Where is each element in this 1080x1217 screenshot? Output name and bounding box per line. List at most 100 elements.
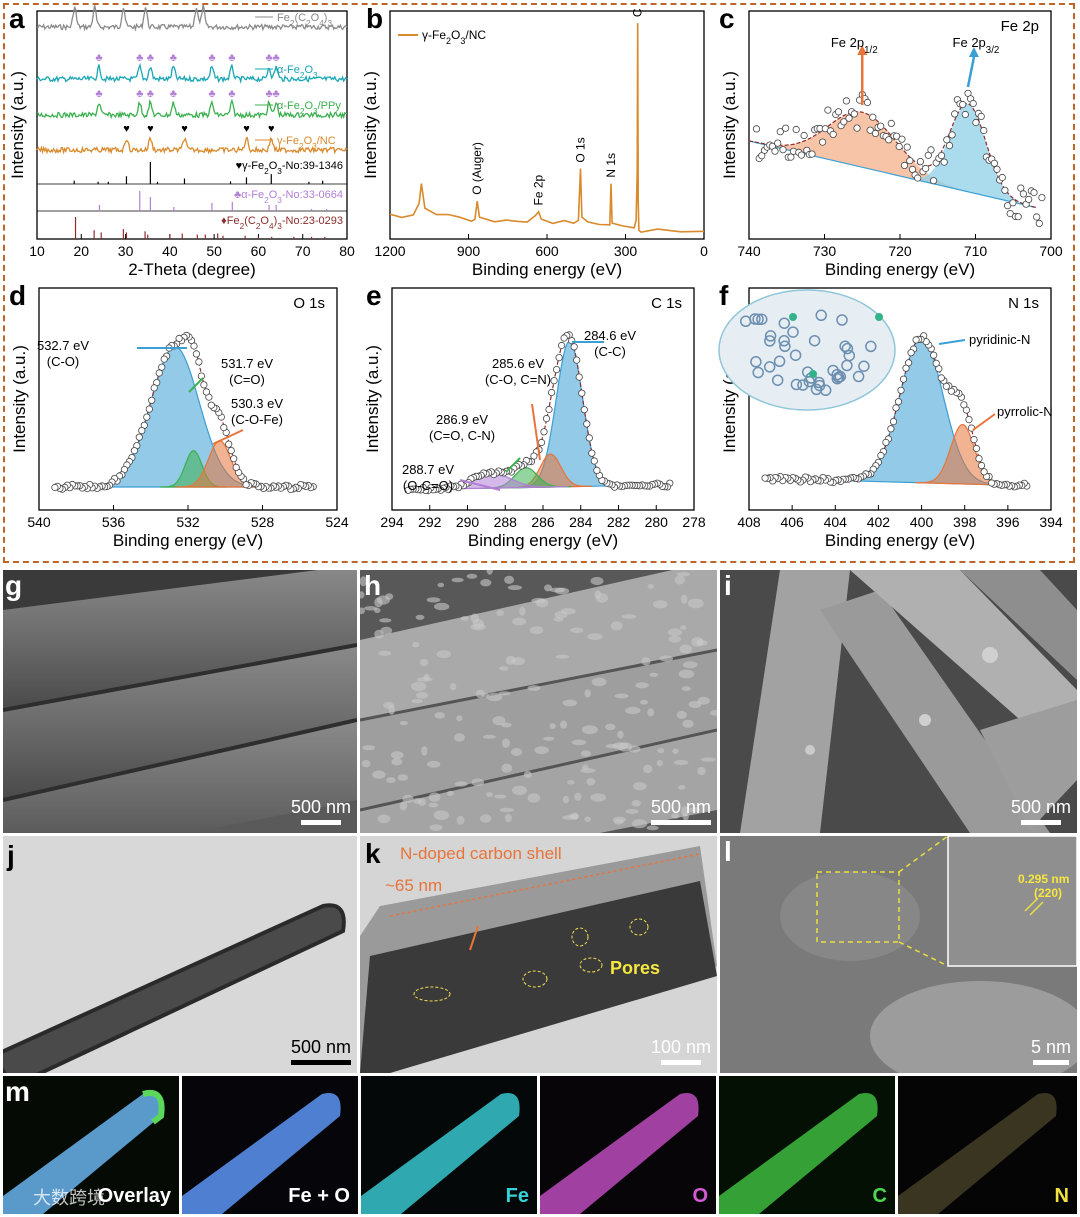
surface-particle xyxy=(499,807,514,813)
x-tick-label-a: 60 xyxy=(251,243,267,259)
surface-particle xyxy=(446,790,454,796)
scale-bar-j: 500 nm xyxy=(291,1037,351,1065)
surface-particle xyxy=(641,657,651,666)
shell-annotation: N-doped carbon shell xyxy=(400,844,562,863)
sem-image-i: i 500 nm xyxy=(720,570,1077,833)
graphene-ring xyxy=(764,335,776,347)
graphene-ring xyxy=(773,355,786,368)
data-point xyxy=(808,150,816,158)
graphene-ring xyxy=(841,342,854,355)
surface-particle xyxy=(621,614,637,619)
surface-particle xyxy=(413,798,422,804)
surface-particle xyxy=(568,813,579,820)
data-point xyxy=(998,173,1006,182)
surface-particle xyxy=(411,699,423,704)
x-axis-label-d: Binding energy (eV) xyxy=(113,531,263,550)
surface-particle xyxy=(681,686,691,692)
legend-label-1: α-Fe2O3 xyxy=(277,64,318,80)
peak-marker-3: ♥ xyxy=(123,123,130,135)
graphene-ring xyxy=(779,340,791,353)
surface-particle xyxy=(614,693,629,699)
data-point xyxy=(150,384,158,392)
surface-particle xyxy=(633,782,647,791)
x-tick-label-e: 288 xyxy=(494,514,518,530)
panel-label-f: f xyxy=(719,282,729,311)
legend-label-b: γ-Fe2O3/NC xyxy=(422,28,486,46)
graphene-ring xyxy=(813,376,825,389)
surface-particle xyxy=(527,685,541,691)
surface-particle xyxy=(676,710,687,719)
graphene-ring xyxy=(771,374,784,386)
data-point xyxy=(792,125,800,134)
peak-annotation: C 1s xyxy=(631,5,645,17)
surface-particle xyxy=(475,689,485,699)
data-point xyxy=(930,177,938,185)
peak-marker-2: ♣ xyxy=(170,88,177,100)
data-point xyxy=(850,110,858,118)
sem-image-g: g 500 nm xyxy=(3,570,357,833)
surface-particle xyxy=(570,627,584,634)
surface-particle xyxy=(512,785,527,796)
data-point xyxy=(829,130,837,138)
eds-map-n: N xyxy=(898,1076,1077,1214)
x-axis-label-e: Binding energy (eV) xyxy=(468,531,618,550)
data-point xyxy=(887,425,895,433)
x-tick-label-e: 284 xyxy=(569,514,593,530)
x-tick-label-d: 540 xyxy=(27,514,51,530)
peak-marker-1: ♣ xyxy=(170,52,177,64)
panel-b: 1200 900 600 300 0 Binding energy (eV) Intensi… xyxy=(358,5,713,280)
surface-particle xyxy=(612,742,629,750)
data-point xyxy=(779,146,787,154)
xrd-pattern-1 xyxy=(36,62,348,85)
surface-particle xyxy=(668,635,681,643)
data-point xyxy=(897,386,905,394)
peak-marker-2: ♣ xyxy=(208,88,215,100)
x-tick-label-a: 80 xyxy=(339,243,355,259)
data-point xyxy=(970,436,978,444)
graphene-ring xyxy=(778,317,791,329)
eds-map-fe: Fe xyxy=(361,1076,537,1214)
panel-label-b: b xyxy=(366,5,384,34)
surface-particle xyxy=(625,706,641,715)
scale-label-i: 500 nm xyxy=(1010,797,1071,817)
data-point xyxy=(906,157,914,165)
scale-bar-k: 100 nm xyxy=(651,1037,711,1065)
surface-particle xyxy=(631,800,641,807)
data-point xyxy=(232,463,240,471)
x-tick-label-e: 292 xyxy=(418,514,442,530)
surface-particle xyxy=(688,807,701,813)
surface-particle xyxy=(549,723,556,729)
x-tick-label-b: 0 xyxy=(700,243,708,259)
graphene-ring xyxy=(756,313,768,326)
surface-particle xyxy=(519,606,526,616)
graphene-ring xyxy=(752,313,764,326)
data-point xyxy=(776,128,784,136)
data-point xyxy=(540,428,548,436)
surface-particle xyxy=(471,778,485,787)
peak-energy-2: 286.9 eV xyxy=(436,412,488,427)
surface-particle xyxy=(379,618,392,623)
panel-a: 10 20 30 40 50 60 70 80 2-Theta (degree) Intensit… xyxy=(5,5,355,280)
surface-particle xyxy=(535,598,549,608)
data-point xyxy=(787,153,795,161)
data-point xyxy=(922,164,930,173)
data-point xyxy=(545,405,553,414)
surface-particle xyxy=(680,625,687,630)
data-point xyxy=(990,159,998,167)
surface-particle xyxy=(364,606,378,611)
data-point xyxy=(937,152,946,160)
annotation-arrow-3 xyxy=(459,479,501,491)
surface-particle xyxy=(402,794,414,803)
data-point xyxy=(932,359,940,367)
surface-particle xyxy=(679,644,692,654)
spectra-frame xyxy=(3,3,1075,563)
peak-bond-0: (C-O) xyxy=(47,354,80,369)
surface-particle xyxy=(625,809,639,814)
surface-particle xyxy=(646,825,659,831)
data-point xyxy=(894,398,903,406)
scale-bar-i: 500 nm xyxy=(1011,797,1071,825)
surface-particle xyxy=(434,602,450,611)
scale-label-g: 500 nm xyxy=(290,797,351,817)
data-point xyxy=(914,174,922,182)
x-tick-label-f: 408 xyxy=(737,514,761,530)
